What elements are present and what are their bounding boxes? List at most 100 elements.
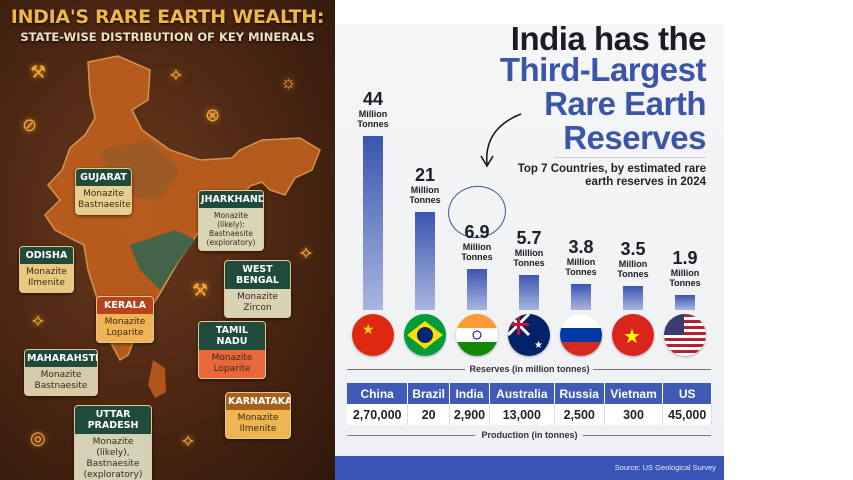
crystal-icon: ⟡	[32, 310, 44, 330]
divider	[554, 157, 706, 158]
value-number: 44	[362, 88, 384, 109]
country-header: Russia	[554, 383, 605, 404]
divider	[593, 369, 711, 370]
state-card-west-bengal: WEST BENGAL Monazite Zircon	[224, 260, 291, 318]
state-minerals: Monazite Zircon	[237, 292, 278, 313]
state-minerals: Monazite Ilmenite	[237, 413, 279, 434]
mineral-icon: ⊗	[205, 105, 221, 125]
russia-flag-icon	[560, 314, 602, 356]
production-value: 2,900	[449, 404, 490, 425]
state-minerals: Monazite Loparite	[104, 317, 146, 338]
value-unit: Million Tonnes	[357, 108, 389, 129]
us-flag-icon	[664, 314, 706, 356]
vietnam-flag-icon: ★	[612, 314, 654, 356]
chart-subtitle: Top 7 Countries, by estimated rare earth…	[517, 163, 706, 188]
india-map-panel: ⚒ ⟡ ☼ ⊘ ⊗ ⟡ ⚒ ◎ ⟡ ⟡ INDIA'S RARE EARTH W…	[0, 0, 335, 480]
state-minerals: Monazite Bastnaesite	[34, 370, 88, 391]
production-value: 45,000	[662, 404, 712, 425]
state-card-karnataka: KARNATAKA Monazite Ilmenite	[225, 392, 291, 439]
state-name: TAMIL NADU	[199, 322, 265, 350]
bar-australia	[519, 274, 539, 310]
divider	[347, 435, 475, 436]
state-card-kerala: KERALA Monazite Loparite	[96, 296, 154, 343]
value-unit: Million Tonnes	[617, 258, 649, 279]
state-name: WEST BENGAL	[225, 261, 290, 289]
value-number: 6.9	[464, 221, 490, 242]
map-title: INDIA'S RARE EARTH WEALTH:	[10, 6, 325, 28]
value-unit: Million Tonnes	[461, 241, 493, 262]
state-card-maharashtra: MAHARAHSTRA Monazite Bastnaesite	[24, 349, 98, 396]
value-label: 44 Million Tonnes	[345, 88, 401, 129]
production-value: 2,70,000	[347, 404, 409, 425]
country-header: Brazil	[407, 383, 451, 404]
svg-text:★: ★	[534, 340, 543, 351]
reserves-axis-label: Reserves (in million tonnes)	[469, 364, 590, 374]
state-card-tamil-nadu: TAMIL NADU Monazite Loparite	[198, 321, 266, 379]
value-number: 3.5	[620, 238, 646, 259]
value-unit: Million Tonnes	[565, 257, 597, 278]
state-name: ODISHA	[20, 247, 73, 264]
crystal-icon: ⟡	[170, 64, 182, 84]
value-unit: Million Tonnes	[513, 247, 545, 268]
bar-india	[467, 268, 487, 310]
value-label: 21 Million Tonnes	[397, 165, 453, 206]
value-number: 5.7	[516, 227, 542, 248]
arrow-icon	[480, 113, 522, 168]
country-header: US	[662, 383, 712, 404]
value-label: 6.9 Million Tonnes	[449, 221, 505, 262]
chart-title-line2: Third-Largest Rare Earth Reserves	[499, 51, 707, 156]
value-label: 5.7 Million Tonnes	[501, 227, 557, 268]
bar-vietnam	[623, 285, 643, 310]
crystal-icon: ⟡	[182, 430, 194, 450]
state-name: KARNATAKA	[226, 393, 290, 410]
value-number: 3.8	[568, 237, 594, 258]
value-number: 21	[414, 165, 436, 186]
hammer-pick-icon: ⚒	[30, 62, 47, 82]
state-card-uttar-pradesh: UTTAR PRADESH Monazite (likely), Bastnaes…	[74, 405, 152, 480]
china-flag-icon: ★	[352, 314, 394, 356]
map-subtitle: STATE-WISE DISTRIBUTION OF KEY MINERALS	[20, 30, 315, 44]
state-minerals: Monazite (likely), Bastnaesite (explorat…	[83, 437, 143, 480]
reserves-chart-panel: India has the Third-Largest Rare Earth R…	[335, 20, 724, 480]
pickaxe-icon: ⚒	[192, 280, 209, 300]
mineral-icon: ◎	[30, 428, 46, 448]
value-label: 1.9 Million Tonnes	[657, 247, 713, 288]
state-minerals: Monazite (likely): Bastnaesite (explorat…	[206, 211, 256, 247]
production-value: 2,500	[554, 404, 605, 425]
brazil-flag-icon	[404, 314, 446, 356]
state-card-jharkhand: JHARKHAND Monazite (likely): Bastnaesite …	[198, 190, 264, 251]
state-minerals: Monazite Ilmenite	[26, 267, 67, 288]
footer-band: Source: US Geological Survey	[335, 456, 724, 480]
lamp-icon: ☼	[280, 72, 297, 92]
divider	[583, 435, 711, 436]
state-card-gujarat: GUJARAT Monazite Bastnaesite	[75, 168, 132, 215]
state-minerals: Monazite Bastnaesite	[78, 189, 131, 210]
bar-china	[363, 135, 383, 310]
value-label: 3.5 Million Tonnes	[605, 238, 661, 279]
state-minerals: Monazite Loparite	[211, 353, 253, 374]
production-value: 20	[407, 404, 451, 425]
value-number: 1.9	[672, 247, 698, 268]
source-text: Source: US Geological Survey	[614, 463, 716, 472]
india-flag-icon	[456, 314, 498, 356]
state-name: MAHARAHSTRA	[25, 350, 97, 367]
production-value: 300	[604, 404, 664, 425]
production-table: China Brazil India Australia Russia Vietnam US…	[347, 383, 712, 425]
bar-russia	[571, 284, 591, 310]
divider	[347, 369, 465, 370]
state-name: GUJARAT	[76, 169, 131, 186]
australia-flag-icon: ★	[508, 314, 550, 356]
country-header: China	[347, 383, 409, 404]
country-header: India	[449, 383, 490, 404]
bar-brazil	[415, 212, 435, 310]
state-name: KERALA	[97, 297, 153, 314]
chart-title-line1: India has the	[510, 20, 707, 57]
country-header: Australia	[489, 383, 555, 404]
bar-us	[675, 294, 695, 310]
production-label: Production (in tonnes)	[481, 430, 578, 440]
value-unit: Million Tonnes	[409, 185, 441, 206]
state-name: JHARKHAND	[199, 191, 263, 208]
production-value: 13,000	[489, 404, 555, 425]
svg-text:★: ★	[623, 326, 641, 348]
value-unit: Million Tonnes	[669, 267, 701, 288]
